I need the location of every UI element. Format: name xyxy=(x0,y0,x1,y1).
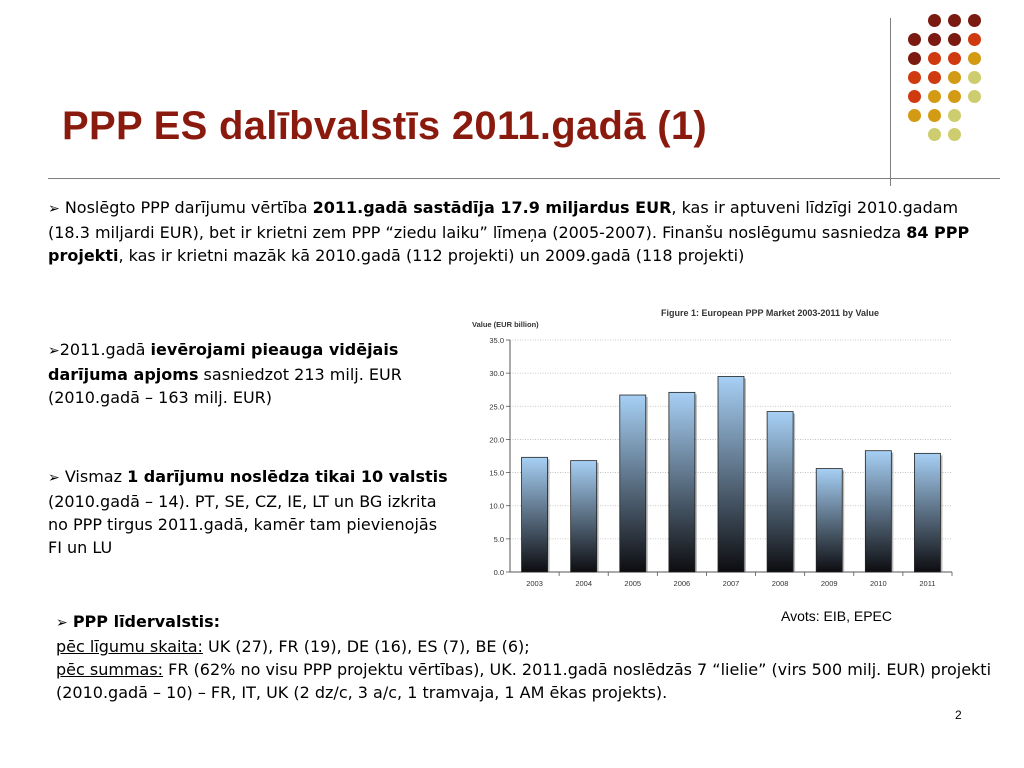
decorative-dot xyxy=(908,33,921,46)
y-tick-label: 20.0 xyxy=(489,435,504,444)
x-tick-label: 2007 xyxy=(723,579,740,588)
x-tick-label: 2010 xyxy=(870,579,887,588)
y-axis-label: Value (EUR billion) xyxy=(472,320,539,329)
decorative-dot xyxy=(968,52,981,65)
divider-horizontal xyxy=(48,178,1000,179)
decorative-dot-grid xyxy=(908,14,1008,164)
decorative-dot xyxy=(928,71,941,84)
p4-underlined-1: pēc līgumu skaita: xyxy=(56,637,203,656)
bar-chart: Figure 1: European PPP Market 2003-2011 … xyxy=(472,308,953,588)
p4-text-1: UK (27), FR (19), DE (16), ES (7), BE (6… xyxy=(202,637,530,656)
bullet-leading-states: ➢ PPP līdervalstis: pēc līgumu skaita: U… xyxy=(56,610,996,704)
p4-heading: PPP līdervalstis: xyxy=(72,612,221,631)
bar xyxy=(570,460,598,573)
y-tick-label: 0.0 xyxy=(494,568,504,577)
p3-text-1: Vismaz xyxy=(64,467,128,486)
p3-text-2: (2010.gadā – 14). PT, SE, CZ, IE, LT un … xyxy=(48,492,438,557)
arrow-bullet-icon: ➢ xyxy=(48,201,60,217)
y-tick-label: 10.0 xyxy=(489,502,504,511)
x-tick-label: 2004 xyxy=(575,579,592,588)
x-tick-label: 2009 xyxy=(821,579,838,588)
p2-text-2: sasniedzot 213 milj. EUR (2010.gadā – 16… xyxy=(48,365,402,407)
bar xyxy=(914,452,941,573)
bar xyxy=(619,394,647,573)
arrow-bullet-icon: ➢ xyxy=(48,343,60,359)
bar xyxy=(521,456,548,573)
p2-bold-1: ievērojami pieauga vidējais darījuma apj… xyxy=(48,340,399,384)
decorative-dot xyxy=(948,109,961,122)
decorative-dot xyxy=(908,71,921,84)
divider-vertical xyxy=(890,18,891,186)
decorative-dot xyxy=(908,52,921,65)
slide-title: PPP ES dalībvalstīs 2011.gadā (1) xyxy=(62,104,708,148)
bullet-average-deal: ➢2011.gadā ievērojami pieauga vidējais d… xyxy=(48,338,448,409)
p1-text-2: , kas ir aptuveni līdzīgi 2010.gadam (18… xyxy=(48,198,959,242)
decorative-dot xyxy=(948,90,961,103)
decorative-dot xyxy=(948,33,961,46)
bar xyxy=(717,376,745,573)
bar xyxy=(815,468,843,573)
decorative-dot xyxy=(948,14,961,27)
decorative-dot xyxy=(968,71,981,84)
p1-bold-1: 2011.gadā sastādīja 17.9 miljardus EUR xyxy=(312,198,672,217)
decorative-dot xyxy=(908,109,921,122)
p1-text-3: , kas ir krietni mazāk kā 2010.gadā (112… xyxy=(118,246,745,265)
decorative-dot xyxy=(948,71,961,84)
decorative-dot xyxy=(928,52,941,65)
decorative-dot xyxy=(948,52,961,65)
page-number: 2 xyxy=(955,708,962,722)
source-note: Avots: EIB, EPEC xyxy=(781,608,893,624)
bar xyxy=(864,450,892,573)
p1-text-1: Noslēgto PPP darījumu vērtība xyxy=(64,198,313,217)
decorative-dot xyxy=(928,109,941,122)
x-tick-label: 2011 xyxy=(919,579,935,588)
arrow-bullet-icon: ➢ xyxy=(48,470,60,486)
decorative-dot xyxy=(968,90,981,103)
p2-text-1: 2011.gadā xyxy=(59,340,151,359)
bullet-total-value: ➢ Noslēgto PPP darījumu vērtība 2011.gad… xyxy=(48,196,998,267)
decorative-dot xyxy=(928,128,941,141)
x-tick-label: 2008 xyxy=(772,579,789,588)
bar xyxy=(668,391,696,573)
decorative-dot xyxy=(968,33,981,46)
decorative-dot xyxy=(968,14,981,27)
chart-title: Figure 1: European PPP Market 2003-2011 … xyxy=(661,308,879,318)
arrow-bullet-icon: ➢ xyxy=(56,615,68,631)
p1-bold-2: 84 PPP projekti xyxy=(48,223,970,265)
bullet-countries: ➢ Vismaz 1 darījumu noslēdza tikai 10 va… xyxy=(48,465,448,559)
p4-underlined-2: pēc summas: xyxy=(56,660,164,679)
decorative-dot xyxy=(928,90,941,103)
decorative-dot xyxy=(928,33,941,46)
y-tick-label: 5.0 xyxy=(494,535,504,544)
p3-bold-1: 1 darījumu noslēdza tikai 10 valstis xyxy=(127,467,448,486)
decorative-dot xyxy=(948,128,961,141)
x-tick-label: 2006 xyxy=(674,579,691,588)
y-tick-label: 35.0 xyxy=(489,336,504,345)
decorative-dot xyxy=(908,90,921,103)
decorative-dot xyxy=(928,14,941,27)
x-tick-label: 2003 xyxy=(526,579,543,588)
x-tick-label: 2005 xyxy=(624,579,641,588)
y-tick-label: 30.0 xyxy=(489,369,504,378)
y-tick-label: 15.0 xyxy=(489,469,504,478)
y-tick-label: 25.0 xyxy=(489,402,504,411)
p4-text-2: FR (62% no visu PPP projektu vērtības), … xyxy=(56,660,992,702)
bar xyxy=(766,411,794,573)
